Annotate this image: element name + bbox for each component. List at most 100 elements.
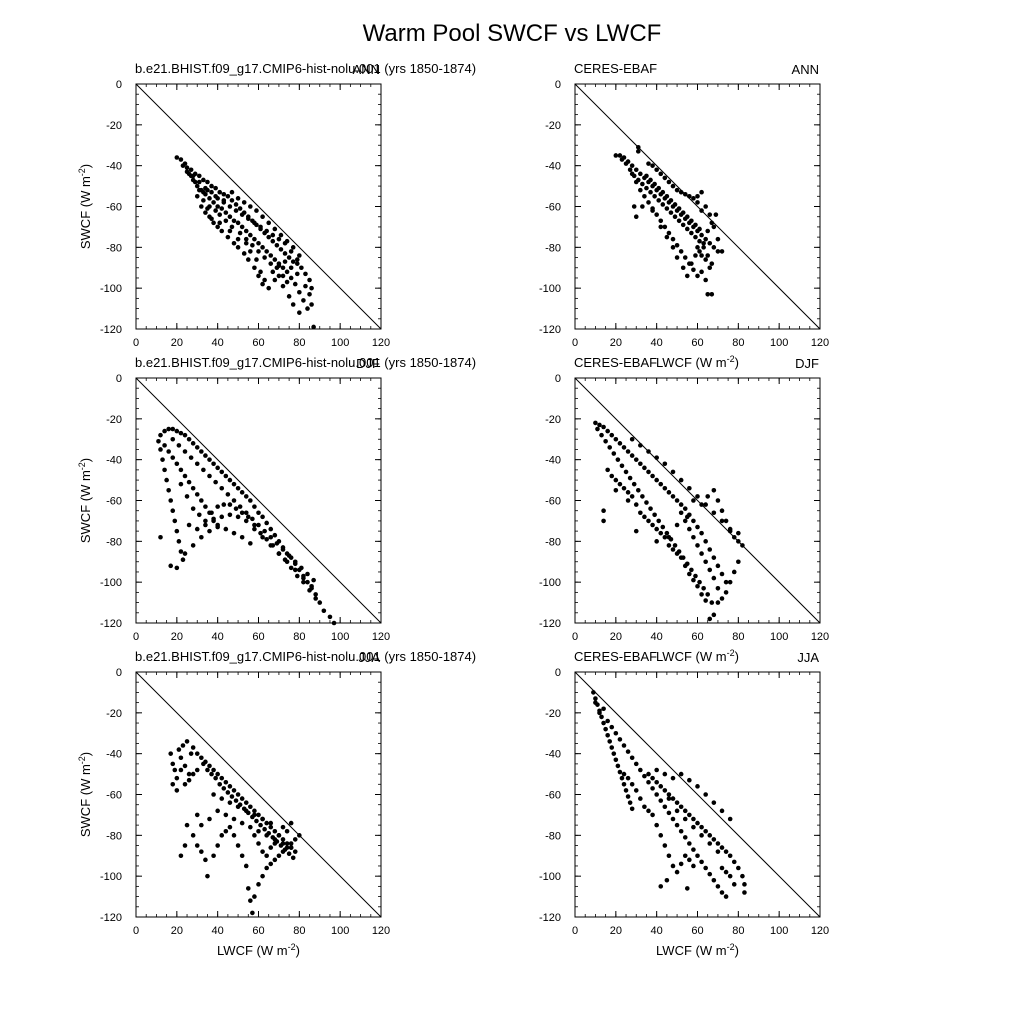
data-point bbox=[703, 598, 708, 603]
data-point bbox=[623, 788, 629, 793]
x-tick-label: 100 bbox=[331, 631, 349, 643]
data-point bbox=[605, 732, 610, 738]
data-point bbox=[697, 579, 702, 585]
data-point bbox=[215, 504, 220, 509]
data-point bbox=[723, 579, 729, 585]
data-point bbox=[215, 465, 220, 471]
x-tick-label: 120 bbox=[372, 631, 390, 643]
data-point bbox=[731, 882, 737, 887]
data-point bbox=[186, 436, 192, 442]
panel-season-label: JJA bbox=[797, 650, 819, 665]
data-point bbox=[678, 510, 684, 516]
x-tick-label: 0 bbox=[133, 631, 139, 643]
data-point bbox=[199, 204, 204, 209]
data-point bbox=[617, 737, 623, 742]
data-point bbox=[209, 216, 214, 222]
data-point bbox=[623, 469, 629, 475]
data-point bbox=[176, 539, 182, 544]
data-point bbox=[227, 784, 233, 789]
data-point bbox=[272, 857, 278, 863]
data-point bbox=[674, 522, 680, 528]
y-tick-label: -40 bbox=[545, 749, 561, 761]
x-tick-label: 40 bbox=[651, 925, 663, 937]
data-point bbox=[213, 185, 218, 191]
data-point bbox=[201, 198, 206, 203]
data-point bbox=[260, 214, 265, 220]
data-point bbox=[217, 189, 223, 195]
x-tick-label: 120 bbox=[811, 925, 829, 937]
data-point bbox=[674, 808, 680, 814]
data-point bbox=[190, 441, 196, 446]
data-point bbox=[219, 228, 225, 234]
data-point bbox=[642, 804, 647, 810]
data-point bbox=[654, 539, 659, 544]
data-point bbox=[646, 469, 651, 475]
y-tick-label: -120 bbox=[539, 618, 561, 630]
data-point bbox=[211, 200, 216, 205]
data-point bbox=[258, 822, 263, 828]
data-point bbox=[650, 473, 655, 479]
data-point bbox=[182, 763, 188, 769]
data-point bbox=[294, 573, 300, 579]
data-point bbox=[262, 255, 267, 260]
data-point bbox=[625, 775, 631, 781]
data-point bbox=[231, 481, 237, 487]
data-point bbox=[178, 853, 184, 859]
data-point bbox=[162, 467, 167, 473]
data-point bbox=[689, 218, 694, 224]
data-point bbox=[201, 761, 206, 767]
data-point bbox=[260, 873, 265, 879]
data-point bbox=[280, 841, 286, 846]
data-point bbox=[629, 453, 635, 458]
y-tick-label: -80 bbox=[106, 830, 122, 842]
x-tick-label: 0 bbox=[133, 925, 139, 937]
data-point bbox=[256, 249, 261, 254]
data-point bbox=[290, 259, 296, 264]
x-tick-label: 80 bbox=[732, 337, 744, 349]
data-point bbox=[190, 745, 196, 750]
data-point bbox=[654, 767, 659, 773]
data-point bbox=[658, 884, 664, 889]
data-point bbox=[186, 771, 192, 777]
data-point bbox=[227, 800, 233, 805]
data-point bbox=[654, 167, 659, 173]
data-point bbox=[239, 853, 245, 859]
data-point bbox=[243, 228, 249, 234]
data-point bbox=[646, 771, 651, 777]
x-axis-title: LWCF (W m-2) bbox=[217, 942, 300, 958]
data-point bbox=[160, 457, 165, 462]
data-point bbox=[650, 775, 655, 781]
data-point bbox=[170, 508, 176, 514]
data-point bbox=[705, 253, 711, 258]
data-point bbox=[303, 271, 308, 277]
data-point bbox=[188, 173, 194, 179]
data-point bbox=[672, 543, 678, 548]
data-point bbox=[707, 833, 713, 838]
data-point bbox=[662, 788, 668, 793]
data-point bbox=[174, 788, 180, 793]
data-point bbox=[276, 853, 282, 859]
data-point bbox=[631, 481, 637, 487]
data-point bbox=[638, 443, 643, 448]
reference-line bbox=[574, 83, 821, 330]
data-point bbox=[709, 261, 715, 266]
data-point bbox=[670, 236, 676, 242]
data-point bbox=[194, 492, 200, 497]
data-point bbox=[705, 228, 711, 234]
data-point bbox=[252, 808, 257, 814]
x-tick-label: 60 bbox=[252, 337, 264, 349]
x-tick-label: 20 bbox=[610, 925, 622, 937]
data-point bbox=[723, 894, 729, 899]
data-point bbox=[272, 532, 278, 538]
data-point bbox=[603, 726, 608, 732]
data-point bbox=[172, 518, 178, 524]
data-point bbox=[172, 767, 178, 773]
data-point bbox=[629, 436, 635, 442]
data-point bbox=[693, 222, 698, 228]
data-point bbox=[607, 739, 613, 744]
data-point bbox=[231, 218, 237, 224]
data-point bbox=[243, 510, 249, 516]
data-point bbox=[619, 775, 625, 781]
data-point bbox=[719, 596, 725, 601]
data-point bbox=[674, 551, 680, 556]
